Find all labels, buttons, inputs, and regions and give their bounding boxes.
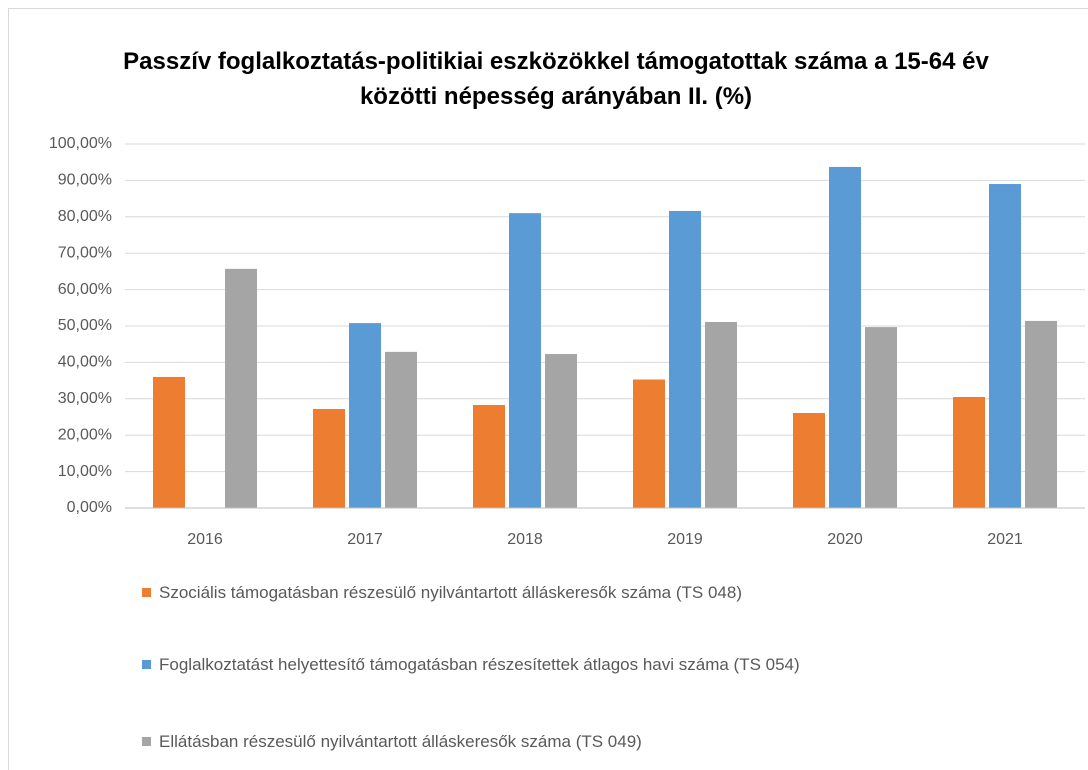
legend-label: Ellátásban részesülő nyilvántartott állá… xyxy=(159,732,642,751)
x-tick-label: 2021 xyxy=(987,531,1023,548)
y-tick-label: 40,00% xyxy=(58,354,112,371)
y-tick-label: 30,00% xyxy=(58,390,112,407)
y-tick-label: 90,00% xyxy=(58,172,112,189)
legend-label: Foglalkoztatást helyettesítő támogatásba… xyxy=(159,655,800,674)
bar xyxy=(669,210,701,508)
bar xyxy=(705,321,737,508)
x-tick-label: 2019 xyxy=(667,531,703,548)
y-tick-label: 80,00% xyxy=(58,208,112,225)
y-tick-label: 60,00% xyxy=(58,281,112,298)
x-tick-label: 2018 xyxy=(507,531,543,548)
x-tick-label: 2017 xyxy=(347,531,383,548)
legend-entry: Ellátásban részesülő nyilvántartott állá… xyxy=(142,727,642,757)
legend-swatch xyxy=(142,660,151,669)
bar xyxy=(349,323,381,508)
y-tick-label: 70,00% xyxy=(58,244,112,261)
legend-entry: Szociális támogatásban részesülő nyilván… xyxy=(142,578,859,608)
y-tick-label: 100,00% xyxy=(49,135,112,152)
chart-title: Passzív foglalkoztatás-politikiai eszköz… xyxy=(123,48,989,110)
bar xyxy=(225,268,257,508)
chart-frame xyxy=(8,8,1088,770)
legend-swatch xyxy=(142,737,151,746)
x-tick-label: 2016 xyxy=(187,531,223,548)
bar xyxy=(545,354,577,508)
legend-swatch xyxy=(142,588,151,597)
bar xyxy=(385,351,417,508)
bar xyxy=(313,408,345,508)
y-tick-label: 0,00% xyxy=(67,499,112,516)
x-tick-label: 2020 xyxy=(827,531,863,548)
bar xyxy=(509,213,541,508)
bar xyxy=(865,327,897,508)
y-tick-label: 10,00% xyxy=(58,463,112,480)
legend-entry: Foglalkoztatást helyettesítő támogatásba… xyxy=(142,650,800,680)
y-tick-label: 50,00% xyxy=(58,317,112,334)
bar xyxy=(1025,320,1057,508)
bar xyxy=(153,376,185,508)
bar xyxy=(829,166,861,508)
bar xyxy=(793,412,825,508)
legend-label: Szociális támogatásban részesülő nyilván… xyxy=(159,583,742,602)
bar xyxy=(953,396,985,508)
bar xyxy=(473,404,505,508)
bar xyxy=(989,184,1021,509)
bar xyxy=(633,379,665,508)
y-tick-label: 20,00% xyxy=(58,426,112,443)
